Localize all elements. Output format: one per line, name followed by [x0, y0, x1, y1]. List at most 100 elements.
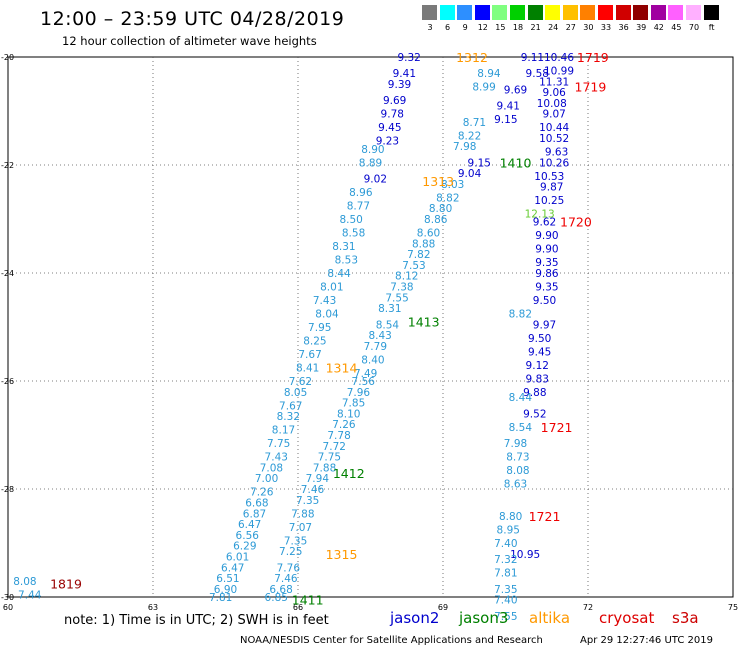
wave-height-label: 8.31	[378, 303, 401, 315]
wave-height-label: 7.55	[385, 292, 408, 304]
wave-height-label: 10.08	[537, 98, 567, 110]
wave-height-label: 9.39	[388, 79, 411, 91]
wave-height-label: 8.32	[277, 411, 300, 423]
wave-height-label: 8.44	[509, 392, 533, 404]
wave-height-label: 7.43	[265, 452, 288, 464]
wave-height-label: 7.46	[301, 484, 325, 496]
x-tick-label: 60	[3, 603, 13, 612]
wave-height-label: 9.35	[535, 257, 558, 269]
pass-time-label: 1411	[292, 593, 324, 608]
chart-subtitle: 12 hour collection of altimeter wave hei…	[62, 34, 317, 48]
wave-height-label: 6.85	[265, 592, 288, 604]
wave-height-label: 7.79	[364, 341, 387, 353]
colorbar-label: 45	[671, 23, 682, 32]
colorbar-swatch	[668, 5, 684, 20]
colorbar-swatch	[422, 5, 437, 20]
legend-jason3: jason3	[459, 609, 509, 627]
colorbar-swatch	[474, 5, 490, 20]
colorbar-swatch	[527, 5, 543, 20]
wave-height-label: 9.02	[364, 174, 387, 186]
wave-height-label: 9.90	[535, 230, 558, 242]
colorbar-label: 39	[636, 23, 647, 32]
wave-height-label: 9.78	[381, 109, 404, 121]
wave-height-label: 7.25	[279, 546, 302, 558]
wave-height-label: 8.60	[417, 228, 440, 240]
wave-height-label: 7.75	[267, 438, 290, 450]
colorbar-label: 12	[477, 23, 488, 32]
wave-height-label: 8.25	[303, 336, 326, 348]
wave-height-label: 6.68	[269, 584, 292, 596]
colorbar-swatch	[492, 5, 508, 20]
wave-height-label: 8.77	[347, 201, 370, 213]
plot-frame	[7, 56, 734, 598]
wave-height-label: 7.40	[494, 538, 517, 550]
wave-height-label: 7.26	[250, 487, 274, 499]
wave-height-label: 8.08	[13, 576, 36, 588]
wave-height-label: 8.10	[337, 408, 360, 420]
wave-height-label: 9.07	[542, 109, 565, 121]
colorbar-label: ft	[708, 23, 715, 32]
wave-height-label: 10.53	[534, 171, 564, 183]
wave-height-label: 8.63	[504, 479, 527, 491]
wave-height-label: 8.96	[349, 187, 373, 199]
legend-cryosat: cryosat	[599, 609, 655, 627]
wave-height-label: 7.81	[209, 592, 232, 604]
wave-height-label: 8.08	[506, 465, 529, 477]
wave-height-label: 8.73	[506, 452, 529, 464]
pass-time-label: 1719	[577, 50, 609, 65]
wave-height-label: 6.87	[243, 508, 266, 520]
wave-height-label: 8.94	[477, 68, 501, 80]
wave-height-label: 8.40	[361, 354, 384, 366]
wave-height-label: 8.82	[509, 309, 532, 321]
wave-height-label: 9.15	[468, 157, 491, 169]
pass-time-label: 1312	[456, 50, 488, 65]
pass-time-label: 1413	[408, 315, 440, 330]
wave-height-label: 6.47	[221, 562, 244, 574]
wave-height-label: 8.90	[361, 144, 384, 156]
wave-height-label: 10.99	[544, 66, 574, 78]
wave-height-label: 8.41	[296, 363, 319, 375]
colorbar-swatch	[562, 5, 578, 20]
wave-height-label: 11.31	[539, 76, 569, 88]
wave-height-label: 9.32	[397, 52, 420, 64]
wave-height-label: 9.63	[545, 147, 568, 159]
wave-height-label: 6.01	[226, 552, 249, 564]
colorbar-swatch	[633, 5, 649, 20]
wave-height-label: 9.45	[378, 122, 401, 134]
wave-height-label: 7.98	[504, 438, 527, 450]
wave-height-label: 7.96	[347, 387, 371, 399]
credit-line: NOAA/NESDIS Center for Satellite Applica…	[240, 635, 543, 646]
pass-time-label: 1719	[575, 80, 607, 95]
wave-height-label: 8.54	[509, 422, 533, 434]
wave-height-label: 7.40	[494, 595, 517, 607]
colorbar-swatch	[545, 5, 561, 20]
wave-height-label: 7.67	[298, 349, 321, 361]
wave-height-label: 7.56	[352, 376, 376, 388]
wave-height-label: 7.49	[354, 368, 377, 380]
y-tick-label: -22	[1, 161, 14, 170]
wave-height-label: 7.72	[323, 441, 346, 453]
legend-s3a: s3a	[672, 609, 699, 627]
colorbar-label: 30	[583, 23, 594, 32]
wave-height-label: 9.69	[383, 95, 406, 107]
wave-height-label: 8.43	[368, 330, 391, 342]
y-tick-label: -20	[1, 53, 14, 62]
wave-height-label: 8.44	[327, 268, 351, 280]
wave-height-label: 10.52	[539, 133, 569, 145]
wave-height-label: 8.54	[376, 319, 400, 331]
colorbar-swatch	[650, 5, 666, 20]
wave-height-label: 9.58	[526, 68, 549, 80]
colorbar-swatch	[615, 5, 631, 20]
wave-height-label: 9.12	[526, 360, 549, 372]
wave-height-label: 6.29	[233, 541, 256, 553]
wave-height-label: 7.62	[289, 376, 312, 388]
wave-height-label: 9.06	[542, 87, 566, 99]
wave-height-label: 7.46	[274, 573, 298, 585]
wave-height-label: 8.12	[395, 271, 418, 283]
y-tick-label: -24	[1, 269, 14, 278]
x-tick-label: 69	[438, 603, 448, 612]
colorbar-swatch	[439, 5, 455, 20]
wave-height-label: 7.08	[260, 462, 283, 474]
wave-height-label: 8.99	[472, 82, 495, 94]
